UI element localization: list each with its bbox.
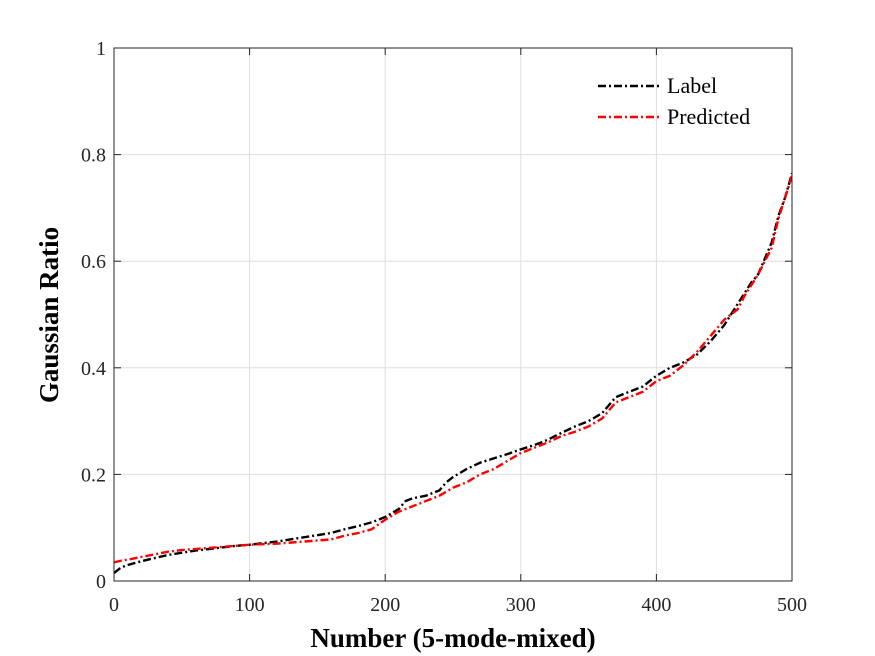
y-tick-label: 1 bbox=[96, 38, 106, 60]
series-layer bbox=[114, 172, 792, 574]
y-axis-label: Gaussian Ratio bbox=[34, 227, 64, 403]
x-tick-label: 100 bbox=[235, 594, 265, 616]
x-tick-labels: 0 100 200 300 400 500 bbox=[109, 594, 807, 616]
x-tick-label: 300 bbox=[506, 594, 536, 616]
legend: Label Predicted bbox=[598, 73, 750, 129]
plot-frame bbox=[113, 47, 793, 582]
plot-area bbox=[114, 48, 792, 581]
legend-label-predicted: Predicted bbox=[667, 104, 750, 129]
y-tick-label: 0.2 bbox=[81, 464, 106, 486]
x-tick-label: 0 bbox=[109, 594, 119, 616]
legend-label-label: Label bbox=[667, 73, 717, 98]
y-tick-label: 0.4 bbox=[81, 358, 106, 380]
x-tick-label: 200 bbox=[370, 594, 400, 616]
y-tick-label: 0.8 bbox=[81, 145, 106, 167]
y-tick-label: 0.6 bbox=[81, 251, 106, 273]
ticks bbox=[113, 47, 793, 582]
y-tick-label: 0 bbox=[96, 571, 106, 593]
x-axis-label: Number (5-mode-mixed) bbox=[310, 623, 595, 653]
y-tick-labels: 0 0.2 0.4 0.6 0.8 1 bbox=[81, 38, 106, 593]
series-line-predicted bbox=[114, 175, 792, 564]
x-tick-label: 500 bbox=[777, 594, 807, 616]
x-tick-label: 400 bbox=[641, 594, 671, 616]
